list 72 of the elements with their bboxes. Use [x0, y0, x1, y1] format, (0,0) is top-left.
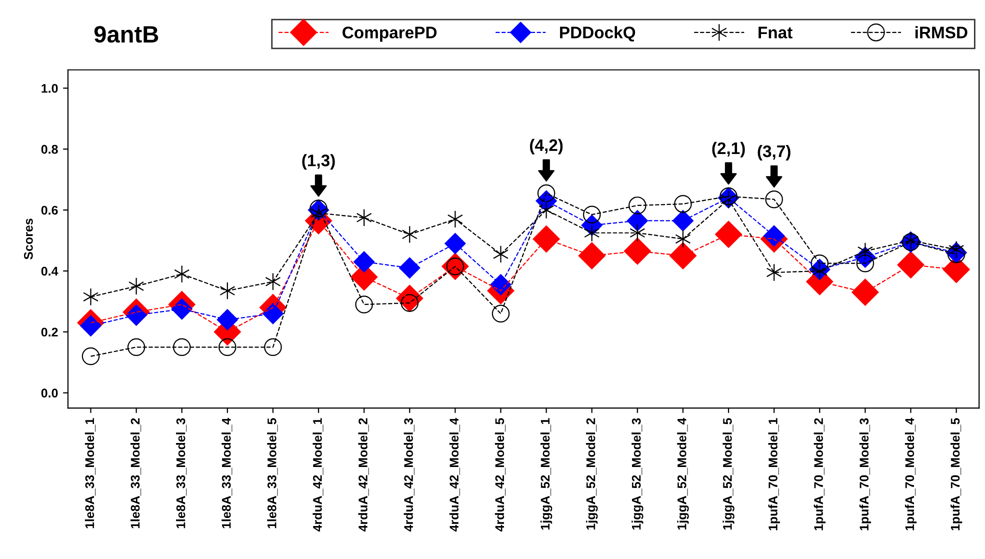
x-tick-label: 1le8A_33_Model_5	[267, 418, 278, 528]
point	[264, 338, 282, 356]
y-tick-label: 0.4	[41, 266, 58, 276]
y-axis-title: Scores	[24, 218, 33, 260]
point	[447, 210, 463, 228]
x-tick-label: 1le8A_33_Model_2	[130, 418, 142, 528]
x-tick-label: 1le8A_33_Model_1	[84, 418, 96, 528]
x-tick-label: 1jggA_52_Model_5	[722, 418, 734, 530]
point	[218, 338, 236, 356]
point	[674, 195, 692, 213]
point	[444, 232, 466, 254]
y-tick-label: 1.0	[42, 84, 58, 93]
x-tick-label: 1jggA_52_Model_3	[632, 418, 644, 530]
point	[851, 278, 879, 306]
x-tick-label: 1pufA_70_Model_4	[904, 418, 917, 530]
point	[82, 347, 100, 366]
point	[538, 201, 554, 219]
point	[398, 257, 420, 279]
point	[675, 230, 691, 248]
point	[624, 237, 652, 265]
x-tick-label: 4rduA_42_Model_5	[494, 418, 506, 532]
annotation: (1,3)	[302, 154, 335, 170]
point	[532, 225, 560, 253]
legend-label: iRMSD	[915, 26, 968, 38]
legend-label: ComparePD	[342, 26, 437, 42]
point	[353, 251, 375, 273]
point	[174, 265, 190, 283]
annotation: (2,1)	[712, 142, 745, 158]
legend-label: PDDockQ	[560, 26, 636, 42]
x-tick-label: 4rduA_42_Model_2	[358, 418, 369, 532]
chart-title: 9antB	[94, 26, 158, 43]
point	[492, 245, 509, 264]
point	[402, 226, 418, 244]
y-tick-label: 0.8	[41, 144, 58, 154]
point	[492, 304, 510, 323]
x-tick-label: 1pufA_70_Model_2	[814, 418, 826, 530]
x-tick-label: 4rduA_42_Model_3	[404, 418, 414, 532]
annotation: (3,7)	[758, 144, 790, 160]
point	[578, 242, 606, 270]
point	[630, 224, 646, 242]
point	[766, 264, 782, 282]
x-tick-label: 1le8A_33_Model_3	[176, 418, 187, 528]
point	[220, 282, 236, 300]
x-tick-label: 1jggA_52_Model_1	[540, 418, 552, 530]
y-tick-label: 0.2	[41, 328, 58, 337]
point	[216, 308, 238, 331]
point	[127, 338, 146, 356]
x-tick-label: 4rduA_42_Model_1	[312, 418, 324, 532]
point	[669, 242, 697, 270]
x-tick-label: 1pufA_70_Model_5	[950, 418, 962, 530]
point	[897, 251, 925, 279]
y-tick-label: 0.0	[41, 388, 58, 398]
point	[356, 208, 372, 227]
x-tick-label: 1jggA_52_Model_4	[677, 418, 689, 530]
x-tick-label: 1pufA_70_Model_1	[768, 418, 780, 530]
point	[265, 272, 281, 291]
x-tick-label: 1jggA_52_Model_2	[586, 418, 598, 530]
point	[172, 338, 191, 356]
x-tick-label: 1le8A_33_Model_4	[222, 418, 232, 528]
point	[128, 277, 144, 296]
x-tick-label: 1pufA_70_Model_3	[859, 418, 872, 530]
point	[765, 190, 783, 208]
point	[582, 206, 601, 224]
x-tick-label: 4rduA_42_Model_4	[449, 418, 460, 532]
point	[672, 210, 694, 232]
legend-label: Fnat	[758, 26, 792, 38]
point	[82, 288, 99, 306]
point	[355, 296, 373, 314]
point	[628, 196, 646, 214]
annotation: (4,2)	[530, 138, 563, 154]
y-tick-label: 0.6	[41, 206, 58, 215]
point	[714, 220, 742, 248]
